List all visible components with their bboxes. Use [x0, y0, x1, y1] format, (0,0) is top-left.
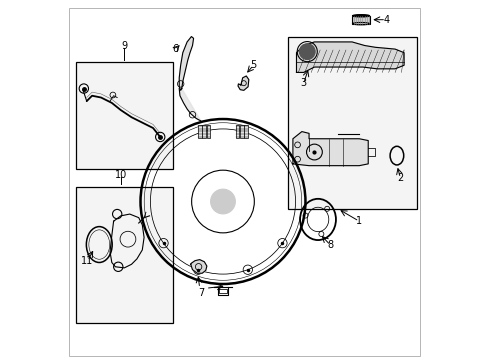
Polygon shape	[292, 132, 367, 166]
Bar	[206, 125, 210, 138]
Text: 4: 4	[382, 15, 388, 25]
Text: 7: 7	[198, 288, 204, 298]
Text: 9: 9	[121, 41, 127, 50]
Polygon shape	[238, 76, 248, 90]
Text: 5: 5	[250, 60, 256, 70]
Circle shape	[299, 44, 314, 59]
Polygon shape	[179, 37, 193, 90]
Text: 2: 2	[397, 173, 403, 183]
Text: 1: 1	[355, 216, 362, 226]
Bar	[240, 125, 243, 138]
Ellipse shape	[352, 14, 369, 17]
Polygon shape	[190, 260, 206, 273]
Text: 8: 8	[327, 240, 333, 250]
Text: 11: 11	[81, 256, 93, 266]
Bar	[76, 62, 172, 169]
Polygon shape	[296, 42, 403, 72]
Bar	[352, 16, 369, 24]
Text: 3: 3	[300, 78, 306, 88]
Bar	[287, 37, 416, 209]
Bar	[244, 125, 247, 138]
Bar	[76, 187, 172, 323]
Text: 10: 10	[114, 170, 127, 180]
Circle shape	[210, 189, 235, 214]
Bar	[235, 125, 239, 138]
Text: 6: 6	[172, 44, 178, 54]
Polygon shape	[179, 89, 201, 121]
Bar	[202, 125, 205, 138]
Bar	[198, 125, 201, 138]
Polygon shape	[110, 214, 144, 268]
